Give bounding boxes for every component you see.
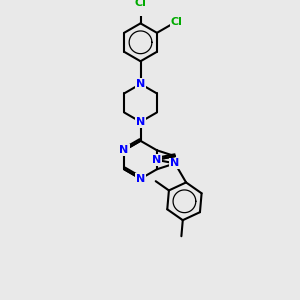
Text: Cl: Cl (135, 0, 146, 8)
Text: N: N (136, 79, 145, 89)
Text: N: N (152, 155, 161, 165)
Text: N: N (170, 158, 180, 168)
Text: N: N (119, 145, 129, 155)
Text: N: N (136, 174, 145, 184)
Text: N: N (136, 117, 145, 127)
Text: Cl: Cl (171, 17, 182, 27)
